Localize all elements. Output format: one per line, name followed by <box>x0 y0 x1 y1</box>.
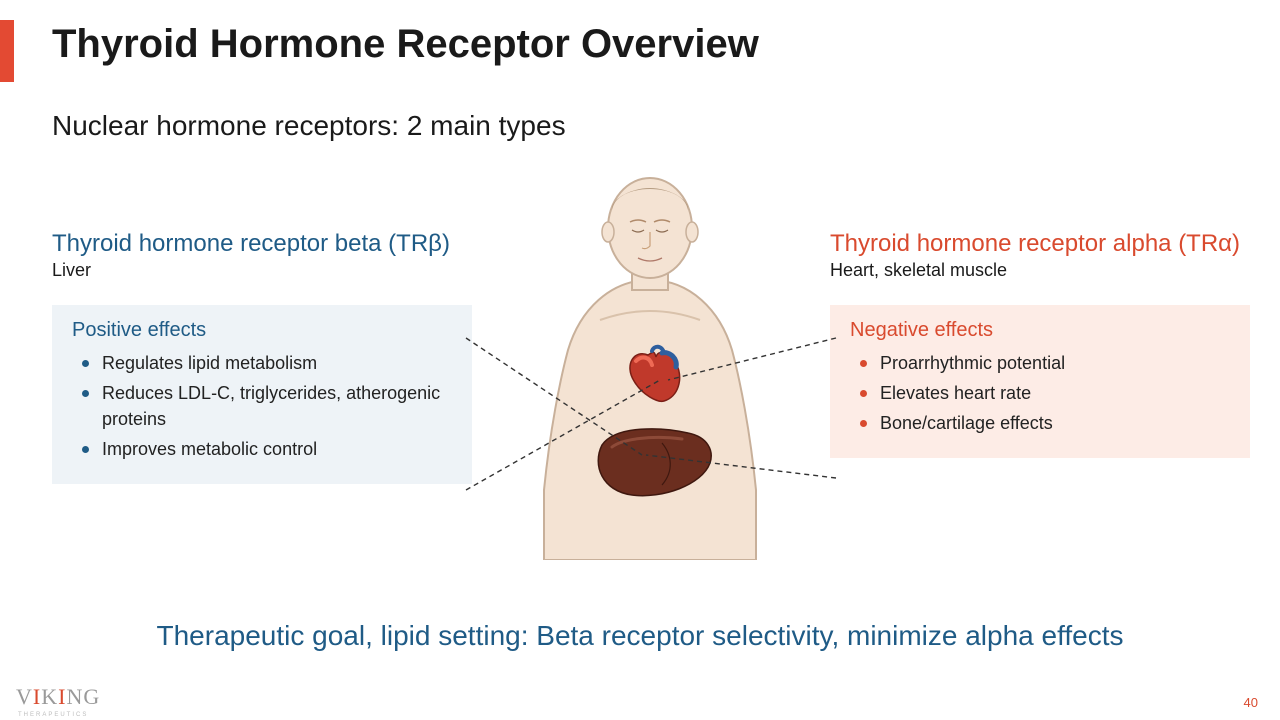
list-item: Elevates heart rate <box>856 380 1230 406</box>
logo-text: K <box>41 684 58 709</box>
logo-text: NG <box>66 684 100 709</box>
logo-dot-i1: I <box>33 684 41 709</box>
company-logo: VIKING <box>16 684 100 710</box>
negative-effects-box: Negative effects Proarrhythmic potential… <box>830 305 1250 458</box>
human-figure <box>520 170 780 560</box>
head-icon <box>608 178 692 278</box>
negative-effects-list: Proarrhythmic potential Elevates heart r… <box>850 350 1230 436</box>
right-column: Thyroid hormone receptor alpha (TRα) Hea… <box>830 230 1250 458</box>
slide-subtitle: Nuclear hormone receptors: 2 main types <box>52 110 566 142</box>
left-heading: Thyroid hormone receptor beta (TRβ) <box>52 230 472 258</box>
list-item: Bone/cartilage effects <box>856 410 1230 436</box>
left-subheading: Liver <box>52 260 472 281</box>
subtitle-lead: Nuclear hormone receptors: <box>52 110 399 141</box>
positive-effects-list: Regulates lipid metabolism Reduces LDL-C… <box>72 350 452 462</box>
list-item: Reduces LDL-C, triglycerides, atherogeni… <box>78 380 452 432</box>
left-column: Thyroid hormone receptor beta (TRβ) Live… <box>52 230 472 484</box>
slide-title: Thyroid Hormone Receptor Overview <box>52 22 759 67</box>
human-svg <box>520 170 780 560</box>
torso-icon <box>544 280 756 560</box>
accent-bar <box>0 20 14 82</box>
list-item: Improves metabolic control <box>78 436 452 462</box>
ear-left-icon <box>602 222 614 242</box>
positive-effects-title: Positive effects <box>72 319 452 342</box>
subtitle-rest: 2 main types <box>399 110 566 141</box>
positive-effects-box: Positive effects Regulates lipid metabol… <box>52 305 472 484</box>
logo-text: V <box>16 684 33 709</box>
right-heading: Thyroid hormone receptor alpha (TRα) <box>830 230 1250 258</box>
list-item: Regulates lipid metabolism <box>78 350 452 376</box>
page-number: 40 <box>1244 695 1258 710</box>
negative-effects-title: Negative effects <box>850 319 1230 342</box>
ear-right-icon <box>686 222 698 242</box>
right-subheading: Heart, skeletal muscle <box>830 260 1250 281</box>
therapeutic-goal: Therapeutic goal, lipid setting: Beta re… <box>0 620 1280 652</box>
list-item: Proarrhythmic potential <box>856 350 1230 376</box>
slide: Thyroid Hormone Receptor Overview Nuclea… <box>0 0 1280 720</box>
logo-subtext: THERAPEUTICS <box>18 712 88 718</box>
